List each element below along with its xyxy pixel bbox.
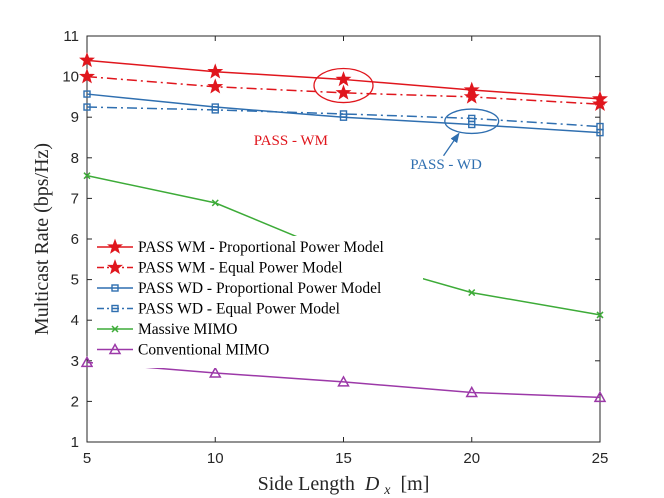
legend-entry-5: Conventional MIMO	[97, 342, 269, 359]
y-axis-title: Multicast Rate (bps/Hz)	[31, 143, 53, 335]
data-point	[83, 90, 91, 98]
legend-label: Massive MIMO	[138, 321, 237, 338]
y-tick-label: 3	[71, 353, 79, 370]
annotation-label: PASS - WM	[254, 133, 328, 149]
series-3	[83, 103, 604, 131]
data-point	[83, 172, 91, 180]
x-tick-label: 20	[463, 450, 480, 467]
legend-label: Conventional MIMO	[138, 342, 269, 359]
data-point	[207, 63, 224, 79]
data-point	[79, 68, 95, 84]
x-tick-label: 15	[335, 450, 352, 467]
data-point	[80, 355, 94, 368]
annotations: PASS - WM PASS - WD	[254, 67, 500, 173]
legend-entry-2: PASS WD - Proportional Power Model	[97, 280, 381, 297]
y-tick-label: 7	[71, 190, 79, 207]
x-axis-title-unit: [m]	[401, 473, 430, 495]
data-point	[592, 95, 608, 111]
annotation-label: PASS - WD	[410, 157, 482, 173]
x-tick-label: 25	[592, 450, 609, 467]
legend-marker	[107, 238, 123, 254]
axes: 5 10 15 20 25 1 2 3 4 5 6 7 8 9 10 11	[62, 28, 608, 467]
x-axis-title-text: Side Length	[258, 473, 355, 495]
y-tick-label: 2	[71, 393, 79, 410]
legend-marker	[108, 342, 122, 355]
data-point	[593, 390, 607, 403]
legend-entry-4: Massive MIMO	[97, 321, 237, 338]
x-axis-title: Side Length D x [m]	[258, 473, 430, 498]
series-group	[79, 51, 608, 403]
data-point	[83, 103, 91, 111]
series-5	[80, 355, 607, 403]
data-point	[211, 199, 219, 207]
legend-box	[93, 236, 423, 368]
x-axis-title-symbol: D	[364, 473, 380, 495]
legend-entry-1: PASS WM - Equal Power Model	[97, 259, 343, 277]
data-point	[596, 122, 604, 131]
data-point	[339, 110, 348, 118]
data-point	[211, 106, 219, 114]
annotation-1: PASS - WD	[410, 108, 500, 173]
data-point	[337, 375, 350, 387]
series-1	[79, 68, 608, 111]
legend-marker	[111, 325, 119, 333]
y-tick-label: 6	[71, 231, 79, 248]
y-tick-label: 5	[71, 272, 79, 289]
legend-label: PASS WM - Proportional Power Model	[138, 239, 384, 256]
y-tick-label: 8	[71, 150, 79, 167]
legend-marker	[107, 259, 123, 275]
x-tick-label: 10	[207, 450, 224, 467]
data-point	[465, 385, 479, 398]
legend-label: PASS WD - Equal Power Model	[138, 301, 340, 318]
x-tick-label: 5	[83, 450, 91, 467]
x-axis-title-subscript: x	[383, 483, 391, 498]
annotation-0: PASS - WM	[254, 67, 374, 149]
annotation-ellipse	[313, 67, 374, 104]
annotation-ellipse	[444, 108, 500, 135]
legend-label: PASS WM - Equal Power Model	[138, 260, 343, 277]
data-point	[335, 84, 352, 100]
y-tick-label: 4	[71, 312, 79, 329]
data-point	[208, 366, 222, 378]
annotation-arrow	[442, 132, 460, 157]
data-point	[468, 289, 476, 297]
y-tick-label: 11	[63, 28, 79, 45]
y-tick-label: 10	[62, 69, 79, 86]
y-tick-label: 9	[71, 109, 79, 126]
legend-entry-3: PASS WD - Equal Power Model	[97, 301, 340, 318]
y-tick-label: 1	[71, 434, 79, 451]
legend: PASS WM - Proportional Power Model PASS W…	[93, 236, 423, 368]
data-point	[463, 88, 480, 104]
legend-label: PASS WD - Proportional Power Model	[138, 280, 381, 297]
data-point	[596, 311, 604, 319]
data-point	[79, 51, 95, 68]
series-line	[86, 75, 601, 105]
data-point	[335, 71, 352, 87]
legend-entry-0: PASS WM - Proportional Power Model	[97, 238, 384, 256]
series-line	[86, 361, 601, 399]
legend-marker	[111, 304, 119, 313]
data-point	[468, 114, 476, 123]
series-line	[86, 106, 601, 128]
legend-marker	[111, 284, 119, 292]
data-point	[207, 78, 224, 94]
